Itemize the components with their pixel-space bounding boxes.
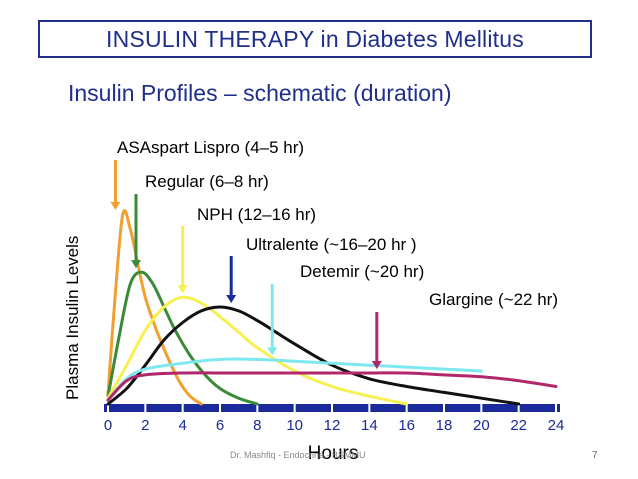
x-tick-label: 18 [436,417,453,434]
annotation-label-0: ASAspart Lispro (4–5 hr) [117,138,304,157]
annotation-arrowhead-5 [371,360,382,369]
slide-title: INSULIN THERAPY in Diabetes Mellitus [38,20,592,58]
x-tick-label: 6 [216,417,224,434]
annotation-label-5: Glargine (~22 hr) [429,290,558,309]
slide-subtitle: Insulin Profiles – schematic (duration) [68,80,452,106]
page-number: 7 [592,450,598,461]
x-tick-label: 24 [548,417,565,434]
annotation-arrowhead-4 [267,347,278,356]
series-line-2 [106,295,409,406]
footer-credit: Dr. Mashfiq - Endocrine - BSMMU [230,450,366,460]
x-tick-label: 16 [398,417,415,434]
series-line-4 [106,357,483,402]
y-axis-label: Plasma Insulin Levels [63,236,82,400]
x-tick-label: 4 [178,417,186,434]
x-axis-label: Hours [308,443,359,464]
annotation-label-2: NPH (12–16 hr) [197,205,316,224]
annotation-label-4: Detemir (~20 hr) [300,262,424,281]
annotation-label-3: Ultralente (~16–20 hr ) [246,235,417,254]
series-line-0 [106,209,203,406]
series-line-3 [106,305,521,406]
x-tick-label: 20 [473,417,490,434]
annotation-arrowhead-1 [131,260,141,269]
x-tick-label: 10 [286,417,303,434]
x-tick-label: 0 [104,417,112,434]
annotation-arrowhead-2 [177,285,188,294]
annotation-arrowhead-3 [226,295,237,303]
series-line-5 [106,371,558,402]
x-tick-label: 12 [324,417,341,434]
series-line-1 [106,270,259,406]
x-tick-label: 2 [141,417,149,434]
x-tick-label: 8 [253,417,261,434]
x-tick-label: 22 [510,417,527,434]
x-tick-label: 14 [361,417,378,434]
annotation-arrowhead-0 [110,201,121,210]
annotation-label-1: Regular (6–8 hr) [145,172,269,191]
